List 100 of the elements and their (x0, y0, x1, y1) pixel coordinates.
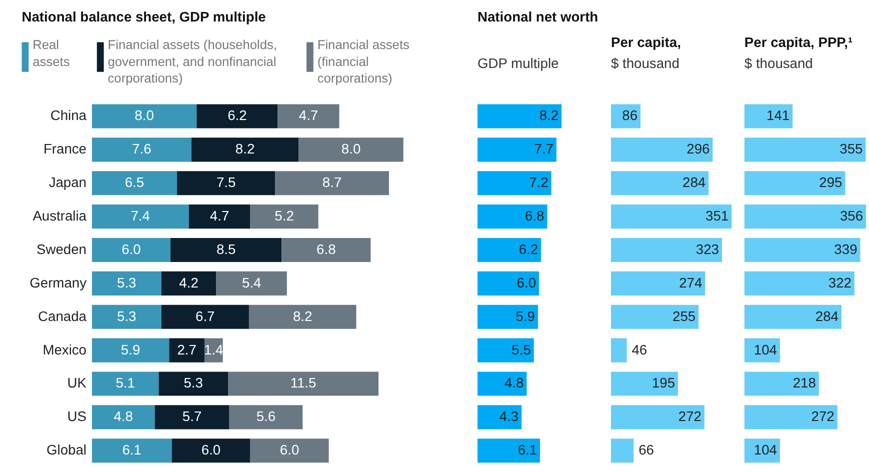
y-tick-label: Japan (48, 174, 87, 190)
bar (298, 138, 404, 162)
bar (172, 438, 250, 463)
data-label: 295 (819, 174, 843, 190)
data-label: 272 (678, 408, 702, 424)
data-label: 5.5 (512, 341, 532, 358)
data-label: 5.3 (117, 308, 137, 324)
data-label: 284 (682, 174, 706, 190)
data-label: 6.1 (518, 442, 538, 458)
bar (478, 338, 534, 362)
y-tick-label: Sweden (36, 240, 87, 257)
data-label: 339 (834, 240, 858, 257)
data-label: 6.2 (518, 240, 538, 257)
bar (478, 304, 538, 329)
bar (229, 405, 303, 430)
bar (188, 204, 250, 229)
bar (196, 104, 278, 128)
data-label: 355 (840, 140, 864, 157)
data-label: 6.8 (524, 208, 545, 224)
bar (478, 104, 562, 128)
data-label: 8.2 (539, 107, 559, 124)
bar (610, 171, 709, 196)
data-label: 195 (652, 374, 676, 391)
y-tick-label: France (43, 140, 87, 157)
bar (478, 372, 527, 396)
bar (282, 238, 371, 262)
data-label: 66 (638, 442, 654, 458)
data-label: 1.4 (204, 341, 224, 358)
bar (610, 372, 678, 396)
bar (610, 204, 732, 229)
data-label: 11.5 (290, 374, 317, 391)
data-label: 5.7 (182, 408, 202, 424)
bar (278, 104, 340, 128)
bar (191, 138, 299, 162)
data-label: 8.7 (322, 174, 342, 190)
bar (610, 304, 699, 329)
chart-subtitle: $ thousand (610, 54, 680, 71)
bar (92, 338, 170, 362)
bar (92, 438, 172, 463)
bar (610, 271, 706, 296)
bar (92, 304, 162, 329)
data-label: 272 (811, 408, 834, 424)
data-label: 274 (679, 274, 702, 290)
bar (154, 405, 230, 430)
data-label: 6.2 (228, 107, 247, 124)
data-label: 5.1 (116, 374, 136, 391)
y-tick-label: Mexico (42, 341, 87, 358)
data-label: 296 (686, 140, 710, 157)
bar (275, 171, 389, 196)
bar (744, 238, 860, 262)
bar (744, 138, 866, 162)
data-label: 5.4 (242, 274, 262, 290)
data-label: 86 (622, 107, 638, 124)
bar (158, 372, 228, 396)
data-label: 46 (632, 341, 648, 358)
y-tick-label: Germany (30, 274, 87, 290)
bar (478, 138, 556, 162)
bar (610, 405, 704, 430)
data-label: 255 (672, 308, 696, 324)
bar (744, 204, 866, 229)
data-label: 5.9 (516, 308, 536, 324)
data-label: 5.9 (120, 341, 140, 358)
bar (92, 204, 189, 229)
data-label: 322 (828, 274, 852, 290)
data-label: 5.3 (117, 274, 137, 290)
bar (744, 104, 793, 128)
data-label: 5.2 (274, 208, 294, 224)
data-label: 7.6 (132, 140, 152, 157)
bar (216, 271, 287, 296)
data-label: 284 (815, 308, 839, 324)
chart-title: National net worth (478, 8, 598, 24)
data-label: 6.0 (201, 442, 221, 458)
data-label: 7.4 (130, 208, 150, 224)
data-label: 4.8 (114, 408, 134, 424)
bar (610, 238, 722, 262)
bar (478, 271, 539, 296)
bar (744, 171, 846, 196)
bar (228, 372, 378, 396)
bar (478, 204, 548, 229)
bar (92, 372, 159, 396)
data-label: 141 (766, 107, 790, 124)
data-label: 104 (754, 442, 778, 458)
bar (170, 238, 282, 262)
chart-title: National balance sheet, GDP multiple (22, 8, 266, 24)
data-label: 7.7 (534, 140, 554, 157)
y-tick-label: China (50, 107, 87, 124)
data-label: 8.0 (134, 107, 154, 124)
data-label: 4.8 (504, 374, 524, 391)
legend-label: Financial assets (financial corporations) (317, 37, 410, 86)
y-tick-label: UK (67, 374, 88, 391)
bar (161, 304, 249, 329)
chart-subtitle: $ thousand (744, 54, 813, 71)
data-label: 8.2 (235, 140, 255, 157)
data-label: 6.7 (196, 308, 215, 324)
data-label: 6.8 (316, 240, 336, 257)
data-label: 4.3 (499, 408, 519, 424)
data-label: 4.2 (179, 274, 198, 290)
data-label: 4.7 (210, 208, 230, 224)
data-label: 356 (840, 208, 864, 224)
data-label: 7.5 (216, 174, 236, 190)
